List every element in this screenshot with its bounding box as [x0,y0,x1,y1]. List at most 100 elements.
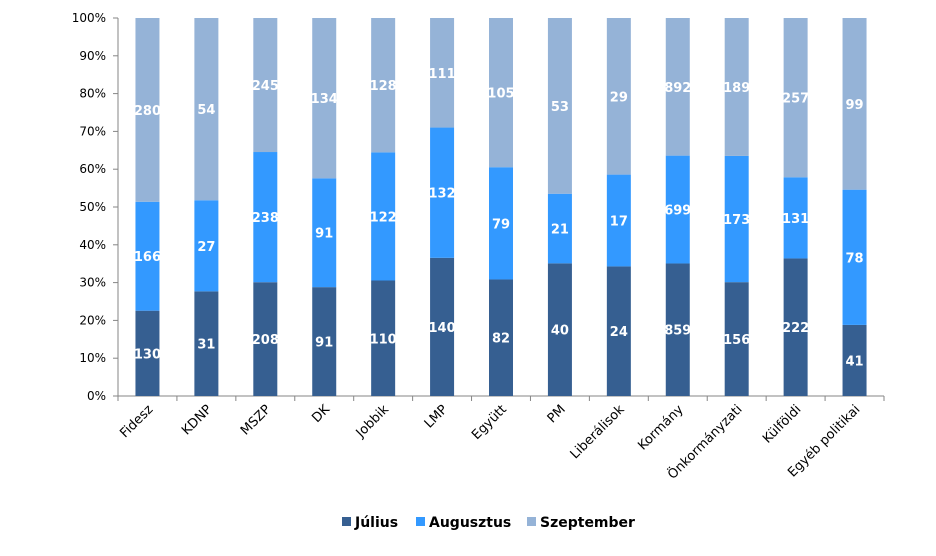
bar-segment [547,18,572,194]
bar-segment [606,18,631,175]
data-label: 99 [845,98,863,113]
bar-segment [842,189,867,325]
x-tick-label: Jobbik [353,402,393,442]
x-tick-label: Együtt [469,402,510,443]
data-label: 140 [429,321,456,336]
data-label: 31 [197,338,215,353]
bar-segment [842,18,867,190]
bar-segment [783,258,808,396]
data-label: 156 [723,333,750,348]
data-label: 208 [252,333,279,348]
data-label: 79 [492,217,510,232]
data-label: 130 [134,347,161,362]
x-tick-label: Fidesz [117,402,156,441]
data-label: 53 [551,100,569,115]
data-label: 699 [664,204,691,219]
bar-segment [724,282,749,396]
data-label: 859 [664,324,691,339]
bar-segment [194,200,219,292]
data-label: 78 [845,251,863,266]
y-tick-label: 100% [72,11,106,25]
y-tick-label: 20% [79,313,106,327]
bar-segment [547,263,572,396]
x-tick-label: Külföldi [760,402,804,446]
bar-segment [312,178,337,288]
data-label: 41 [845,354,863,369]
y-tick-label: 10% [79,351,106,365]
data-label: 17 [610,215,628,230]
bar-segment [194,18,219,201]
y-tick-label: 80% [79,87,106,101]
bar-segment [665,18,690,156]
bar-segment [135,310,160,396]
data-label: 257 [782,92,809,107]
data-label: 91 [315,336,333,351]
bar-segment [253,282,278,396]
bar-segment [547,193,572,264]
legend-label: Július [354,515,398,531]
bar-segment [489,167,513,280]
legend-swatch [342,517,351,526]
data-label: 21 [551,223,569,238]
y-tick-label: 40% [79,238,106,252]
data-label: 189 [723,81,750,96]
data-label: 166 [134,250,161,265]
data-label: 280 [134,104,161,119]
bar-segment [783,177,808,259]
y-tick-label: 60% [79,162,106,176]
data-label: 222 [782,321,809,336]
data-label: 131 [782,212,809,227]
x-tick-label: KDNP [179,402,215,438]
y-tick-label: 70% [79,124,106,138]
bar-segment [371,18,396,153]
data-label: 128 [370,79,397,94]
data-label: 173 [723,213,750,228]
bar-segment [253,18,278,153]
bar-segment [489,279,513,396]
data-label: 40 [551,324,569,339]
x-tick-label: Liberálisok [568,402,628,462]
bar-segment [371,152,396,281]
y-tick-label: 0% [87,389,106,403]
bar-segment [312,287,337,396]
bar-segment [783,18,808,178]
bar-segment [724,155,749,283]
x-tick-label: Kormány [635,402,686,453]
legend-label: Szeptember [540,515,635,531]
data-label: 245 [252,79,279,94]
bar-segment [842,324,867,396]
data-label: 105 [487,87,514,102]
bar-segment [430,257,455,396]
bar-segment [665,263,690,396]
bar-segment [430,18,455,128]
data-label: 238 [252,211,279,226]
bar-segment [606,266,631,396]
bar-segment [312,18,337,179]
x-tick-label: PM [545,402,569,426]
bar-segment [724,18,749,156]
data-label: 24 [610,325,628,340]
data-label: 82 [492,332,510,347]
bar-segment [430,127,455,258]
data-label: 111 [429,67,456,82]
x-tick-label: LMP [422,402,451,431]
bar-segment [135,201,160,311]
data-label: 29 [610,90,628,105]
data-label: 132 [429,187,456,202]
x-tick-label: MSZP [238,402,274,438]
data-label: 892 [664,81,691,96]
bar-segment [253,152,278,283]
data-label: 110 [370,332,397,347]
legend-swatch [527,517,536,526]
bar-segment [665,155,690,264]
data-label: 91 [315,227,333,242]
data-label: 27 [197,240,215,255]
bar-segment [135,18,160,202]
bar-segment [489,18,513,168]
y-tick-label: 30% [79,276,106,290]
bar-segment [194,291,219,396]
data-label: 134 [311,92,338,107]
legend-label: Augusztus [429,515,511,531]
